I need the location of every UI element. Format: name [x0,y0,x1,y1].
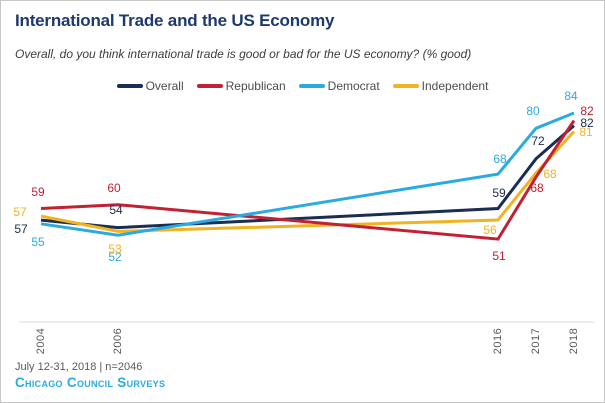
x-tick-2017: 2017 [530,327,542,355]
legend: Overall Republican Democrat Independent [1,79,604,93]
legend-label-democrat: Democrat [327,79,380,93]
x-tick-2004: 2004 [35,327,47,355]
data-label-republican-2006: 60 [107,181,121,195]
data-label-democrat-2016: 68 [493,152,507,166]
legend-item-independent: Independent [392,79,489,93]
brand-logo-text: Chicago Council Surveys [15,375,166,390]
data-label-overall-2006: 54 [109,203,123,217]
legend-swatch-democrat [298,84,325,88]
legend-item-democrat: Democrat [298,79,380,93]
survey-note: July 12-31, 2018 | n=2046 [15,361,143,373]
data-label-democrat-2018: 84 [564,89,578,103]
data-label-republican-2016: 51 [492,249,506,263]
legend-label-overall: Overall [145,79,184,93]
legend-swatch-overall [116,84,143,88]
chart-subtitle: Overall, do you think international trad… [15,47,472,61]
data-label-independent-2016: 56 [483,223,497,237]
x-tick-2006: 2006 [112,327,124,355]
data-label-democrat-2006: 52 [108,250,122,264]
data-label-overall-2004: 57 [14,222,28,236]
data-label-independent-2006: 53 [108,242,122,256]
data-label-overall-2016: 59 [492,186,506,200]
data-label-overall-2017: 72 [531,134,545,148]
legend-item-republican: Republican [196,79,286,93]
x-tick-2016: 2016 [492,327,504,355]
data-label-democrat-2004: 55 [31,235,45,249]
data-label-republican-2017: 68 [530,181,544,195]
chart-title: International Trade and the US Economy [15,11,335,30]
data-label-independent-2018: 81 [579,125,593,139]
legend-label-republican: Republican [225,79,286,93]
legend-item-overall: Overall [116,79,184,93]
legend-label-independent: Independent [421,79,489,93]
data-label-republican-2004: 59 [31,185,45,199]
data-label-independent-2004: 57 [13,205,27,219]
data-label-independent-2017: 68 [543,167,557,181]
line-republican [40,119,576,241]
legend-swatch-independent [392,84,419,88]
x-tick-2018: 2018 [568,327,580,355]
legend-swatch-republican [196,84,223,88]
data-label-republican-2018: 82 [580,104,594,118]
line-democrat [40,111,575,237]
data-label-democrat-2017: 80 [526,104,540,118]
data-label-overall-2018: 82 [580,116,594,130]
